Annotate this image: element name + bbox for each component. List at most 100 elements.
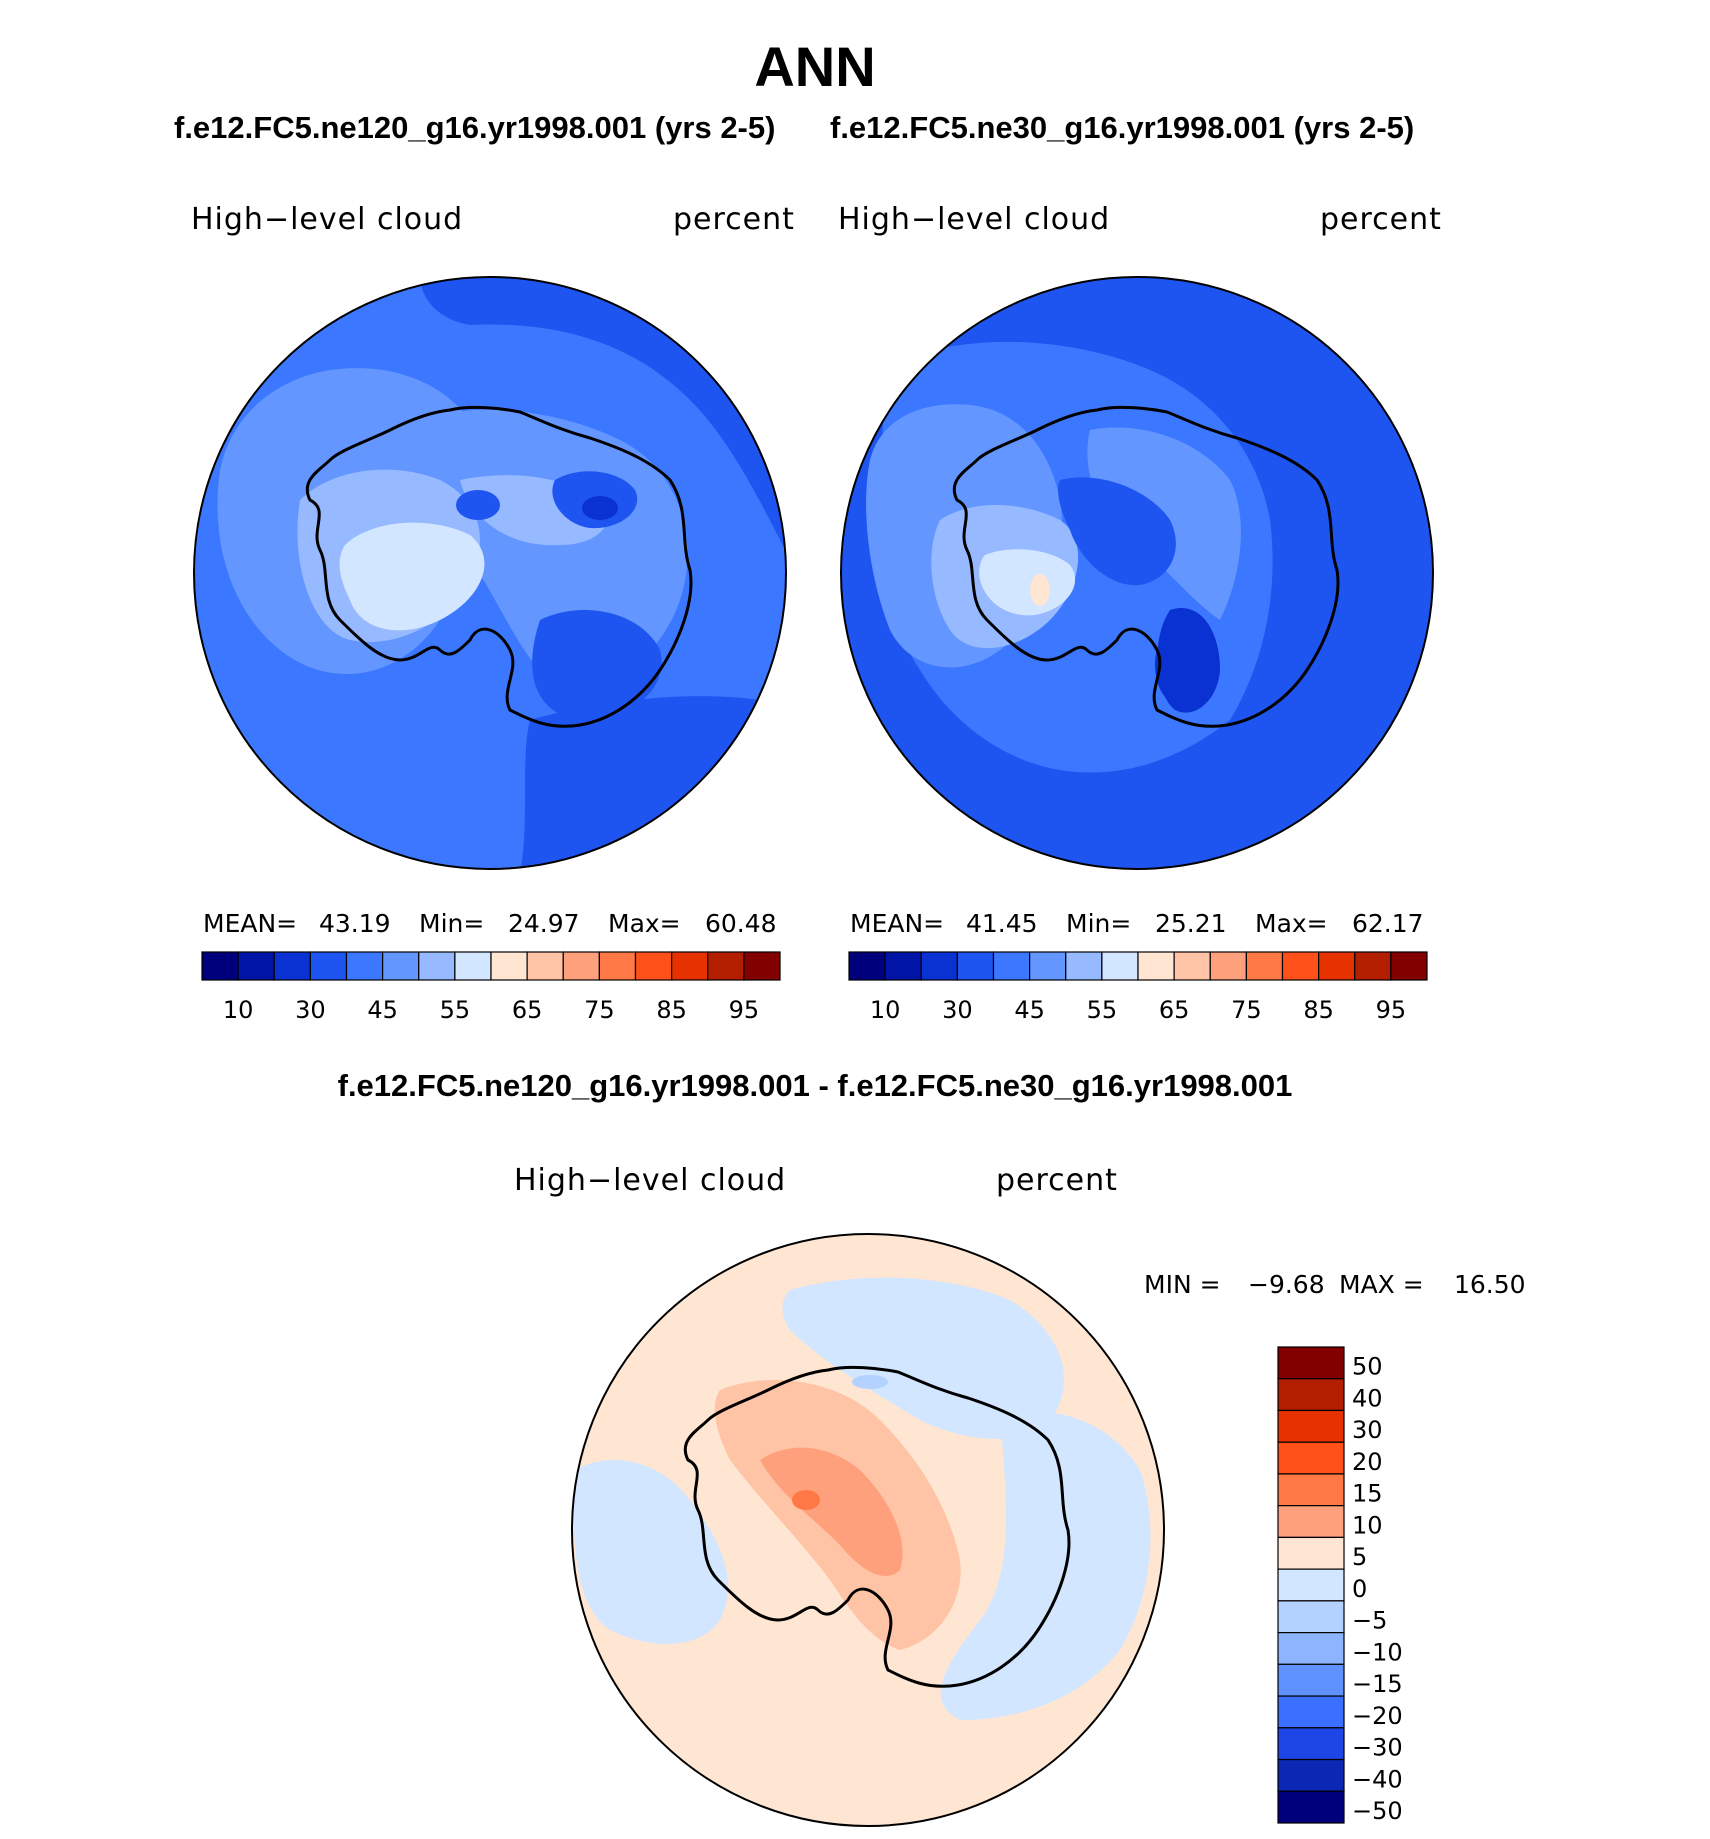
- colorbar-difference-swatch: [1277, 1790, 1345, 1824]
- difference-heading: f.e12.FC5.ne120_g16.yr1998.001 - f.e12.F…: [337, 1068, 1293, 1103]
- right-mean-label: MEAN=: [850, 909, 945, 938]
- colorbar-ne120-swatch: [526, 951, 564, 981]
- right-min-value: 25.21: [1155, 909, 1227, 938]
- left-max-value: 60.48: [705, 909, 777, 938]
- colorbar-ne30-swatch: [1390, 951, 1428, 981]
- map-ne120-contour: [456, 490, 500, 520]
- colorbar-difference-swatch: [1277, 1378, 1345, 1412]
- map-ne30: [840, 276, 1434, 870]
- colorbar-difference-swatch: [1277, 1346, 1345, 1380]
- colorbar-difference-swatch: [1277, 1631, 1345, 1665]
- colorbar-ne120-swatch: [454, 951, 492, 981]
- map-ne120-contour: [520, 696, 786, 869]
- map-difference-coastline: [684, 1365, 1071, 1688]
- colorbar-ne30-tick-label: 30: [942, 996, 973, 1024]
- colorbar-difference-swatch: [1277, 1505, 1345, 1538]
- colorbar-ne30-swatch: [1354, 951, 1392, 981]
- colorbar-ne30-tick-label: 85: [1303, 996, 1334, 1024]
- right-max-label: Max=: [1255, 909, 1328, 938]
- map-ne30-boundary: [840, 276, 1434, 870]
- colorbar-ne120-tick-label: 30: [295, 996, 326, 1024]
- colorbar-ne120-swatch: [309, 951, 348, 981]
- colorbar-ne30-tick-label: 45: [1014, 996, 1045, 1024]
- colorbar-difference-tick-label: 0: [1352, 1575, 1367, 1603]
- colorbar-ne30-swatch: [1101, 951, 1139, 981]
- left-mean-label: MEAN=: [203, 909, 298, 938]
- colorbar-difference-swatch: [1277, 1536, 1345, 1570]
- map-ne30-contour: [1155, 625, 1205, 705]
- colorbar-ne30-swatch: [884, 951, 922, 981]
- diff-variable-label: High−level cloud: [514, 1163, 787, 1198]
- colorbar-difference-swatch: [1277, 1568, 1345, 1602]
- colorbar-ne120-swatch: [562, 951, 600, 981]
- colorbar-ne30-tick-label: 65: [1159, 996, 1190, 1024]
- colorbar-difference-tick-label: −10: [1352, 1638, 1403, 1666]
- colorbar-ne30-tick-label: 95: [1376, 996, 1407, 1024]
- colorbar-difference-tick-label: −15: [1352, 1670, 1403, 1698]
- map-difference-contour: [573, 1460, 729, 1644]
- colorbar-ne120-swatch: [237, 951, 275, 981]
- colorbar-ne120-swatch: [707, 951, 745, 981]
- colorbar-ne120-tick-label: 75: [584, 996, 615, 1024]
- map-ne30-contour: [979, 549, 1076, 616]
- colorbar-ne120-tick-label: 55: [440, 996, 471, 1024]
- colorbar-ne120-swatch: [382, 951, 420, 981]
- map-ne120-contour: [532, 610, 662, 720]
- colorbar-ne30-swatch: [1029, 951, 1067, 981]
- left-min-value: 24.97: [508, 909, 580, 938]
- colorbar-ne120-tick-label: 45: [367, 996, 398, 1024]
- map-ne120: [193, 276, 787, 870]
- map-ne120-boundary: [193, 276, 787, 870]
- colorbar-ne30-swatch: [1065, 951, 1103, 981]
- map-ne120-coastline: [306, 405, 693, 728]
- colorbar-difference-tick-label: 5: [1352, 1543, 1367, 1571]
- diff-min-label: MIN =: [1144, 1270, 1221, 1299]
- colorbar-difference-tick-label: 30: [1352, 1416, 1383, 1444]
- colorbar-difference-tick-label: −30: [1352, 1734, 1403, 1762]
- map-difference: [571, 1233, 1165, 1827]
- colorbar-ne120-swatch: [743, 951, 781, 981]
- colorbar-ne120-swatch: [201, 951, 239, 981]
- map-ne30-coastline: [953, 405, 1340, 728]
- colorbar-difference-tick-label: −20: [1352, 1702, 1403, 1730]
- colorbar-difference-tick-label: −50: [1352, 1797, 1403, 1825]
- map-ne30-contour: [1058, 477, 1176, 586]
- colorbar-ne30-swatch: [1173, 951, 1211, 981]
- colorbar-ne120-swatch: [598, 951, 637, 981]
- colorbar-difference-tick-label: 15: [1352, 1480, 1383, 1508]
- right-units-label: percent: [1320, 202, 1442, 237]
- colorbar-difference-swatch: [1277, 1441, 1345, 1475]
- colorbar-ne120-tick-label: 10: [223, 996, 254, 1024]
- colorbar-ne120-swatch: [671, 951, 709, 981]
- colorbar-difference-swatch: [1277, 1600, 1345, 1634]
- right-mean-value: 41.45: [966, 909, 1038, 938]
- right-min-label: Min=: [1066, 909, 1132, 938]
- colorbar-ne120-swatch: [634, 951, 673, 981]
- right-max-value: 62.17: [1352, 909, 1424, 938]
- figure-title: ANN: [754, 35, 876, 98]
- colorbar-ne120-tick-label: 95: [729, 996, 760, 1024]
- colorbar-ne30-swatch: [1318, 951, 1356, 981]
- colorbar-difference-tick-label: 20: [1352, 1448, 1383, 1476]
- diff-min-value: −9.68: [1248, 1270, 1325, 1299]
- left-mean-value: 43.19: [319, 909, 391, 938]
- map-difference-contour: [760, 1447, 903, 1576]
- colorbar-ne120-swatch: [345, 951, 384, 981]
- map-difference-contour: [782, 1277, 1065, 1439]
- left-run-heading: f.e12.FC5.ne120_g16.yr1998.001 (yrs 2-5): [174, 110, 776, 145]
- colorbar-ne30-swatch: [1245, 951, 1284, 981]
- colorbar-difference-swatch: [1277, 1663, 1345, 1697]
- diff-max-label: MAX =: [1339, 1270, 1424, 1299]
- colorbar-ne30: 10 30 45 55 65 75 85 95: [848, 951, 1428, 1024]
- right-run-heading: f.e12.FC5.ne30_g16.yr1998.001 (yrs 2-5): [830, 110, 1415, 145]
- colorbar-difference-tick-label: 50: [1352, 1353, 1383, 1381]
- map-ne30-contour: [1105, 494, 1145, 522]
- colorbar-difference-swatch: [1277, 1695, 1345, 1729]
- colorbar-ne30-tick-label: 55: [1087, 996, 1118, 1024]
- colorbar-ne30-tick-label: 75: [1231, 996, 1262, 1024]
- colorbar-difference-swatch: [1277, 1758, 1345, 1792]
- colorbar-ne120-swatch: [418, 951, 456, 981]
- colorbar-ne30-swatch: [1137, 951, 1175, 981]
